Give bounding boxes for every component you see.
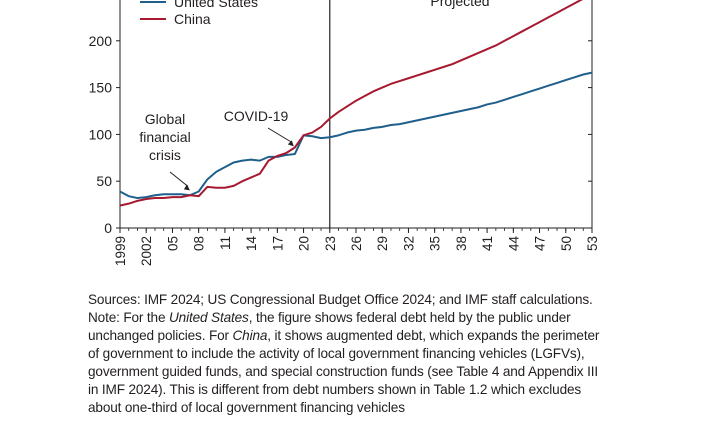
series-line-united-states — [119, 71, 593, 200]
chart-notes: Sources: IMF 2024; US Congressional Budg… — [88, 291, 608, 417]
annotations: Global financial crisis COVID-19 — [139, 108, 294, 191]
x-tick-label: 29 — [375, 236, 390, 251]
legend-label: China — [174, 11, 211, 27]
y-tick-label: 100 — [89, 126, 113, 142]
note-rest: , it shows augmented debt, which expands… — [88, 328, 600, 415]
y-tick-label: 200 — [89, 33, 113, 49]
x-tick-label: 05 — [165, 236, 180, 251]
x-tick-label: 14 — [244, 236, 259, 252]
x-tick-label: 35 — [428, 236, 443, 251]
y-tick-label: 50 — [96, 173, 112, 189]
x-tick-label: 41 — [480, 236, 495, 251]
sources-text: Sources: IMF 2024; US Congressional Budg… — [88, 292, 593, 307]
x-tick-label: 17 — [270, 236, 285, 251]
x-tick-label: 1999 — [113, 236, 128, 266]
x-tick-label: 44 — [506, 236, 521, 252]
annotation-covid-arrowhead — [287, 140, 294, 147]
x-tick-label: 2002 — [139, 236, 154, 266]
note-prefix: Note: For the — [88, 310, 170, 325]
annotation-gfc-arrowhead — [183, 184, 190, 191]
annotation-covid-arrow — [267, 127, 293, 143]
annotation-gfc-line: crisis — [149, 147, 181, 163]
x-tick-label: 47 — [533, 236, 548, 251]
x-tick-label: 08 — [192, 236, 207, 251]
x-tick-label: 23 — [323, 236, 338, 251]
annotation-covid: COVID-19 — [224, 108, 289, 124]
annotation-gfc-line: financial — [139, 129, 190, 145]
x-tick-label: 26 — [349, 236, 364, 251]
x-tick-label: 38 — [454, 236, 469, 251]
y-tick-label: 150 — [89, 80, 113, 96]
projection-label: Projected — [430, 0, 489, 9]
series-layer — [119, 0, 593, 207]
axes: 0 50 100 150 200 1999 2002 05 08 11 14 17 20 23 26 29 32… — [89, 0, 600, 266]
note-text: Note: For the United States, the figure … — [88, 309, 608, 417]
note-mid: , the figure shows federal debt held by … — [88, 310, 571, 343]
x-tick-label: 53 — [585, 236, 600, 251]
legend-label: United States — [174, 0, 258, 10]
note-us: United States — [169, 310, 249, 325]
x-tick-label: 32 — [401, 236, 416, 251]
note-china: China — [232, 328, 268, 343]
series-line-china — [119, 0, 583, 207]
debt-projection-chart: 0 50 100 150 200 1999 2002 05 08 11 14 17 20 23 26 29 32… — [89, 0, 600, 266]
x-tick-label: 11 — [218, 236, 233, 250]
y-tick-label: 0 — [104, 220, 112, 236]
x-tick-label: 50 — [559, 236, 574, 251]
x-tick-label: 20 — [297, 236, 312, 251]
annotation-gfc-line: Global — [145, 111, 185, 127]
annotation-gfc-arrow — [169, 171, 189, 187]
